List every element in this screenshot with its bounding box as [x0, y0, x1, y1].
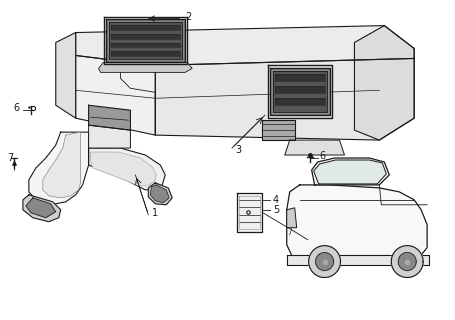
Polygon shape: [111, 34, 180, 38]
Polygon shape: [237, 193, 262, 232]
Polygon shape: [56, 33, 76, 118]
Polygon shape: [89, 148, 165, 190]
Polygon shape: [109, 22, 182, 60]
Polygon shape: [29, 132, 89, 205]
Polygon shape: [91, 152, 157, 186]
Polygon shape: [89, 125, 131, 148]
Polygon shape: [111, 52, 180, 56]
Text: 6: 6: [13, 103, 19, 113]
Polygon shape: [150, 185, 169, 203]
Polygon shape: [23, 195, 61, 222]
Polygon shape: [287, 208, 297, 228]
Polygon shape: [262, 120, 295, 140]
Polygon shape: [111, 25, 180, 29]
Polygon shape: [273, 71, 327, 112]
Polygon shape: [398, 252, 416, 270]
Polygon shape: [111, 43, 180, 47]
Polygon shape: [76, 26, 414, 65]
Polygon shape: [313, 160, 386, 184]
Polygon shape: [76, 55, 155, 135]
Polygon shape: [106, 19, 185, 62]
Polygon shape: [275, 98, 324, 105]
Polygon shape: [312, 158, 389, 185]
Polygon shape: [89, 105, 131, 130]
Text: 2: 2: [185, 12, 192, 22]
Text: 7: 7: [7, 153, 13, 163]
Text: 1: 1: [152, 208, 158, 218]
Polygon shape: [275, 86, 324, 93]
Polygon shape: [391, 246, 423, 277]
Polygon shape: [275, 74, 324, 81]
Polygon shape: [270, 68, 329, 115]
Polygon shape: [287, 185, 427, 265]
Polygon shape: [287, 255, 429, 265]
Text: 3: 3: [235, 145, 241, 155]
Polygon shape: [308, 246, 340, 277]
Text: 5: 5: [273, 205, 279, 215]
Polygon shape: [285, 140, 344, 155]
Text: 6: 6: [319, 151, 326, 161]
Polygon shape: [354, 26, 414, 140]
Polygon shape: [43, 132, 81, 198]
Polygon shape: [148, 183, 172, 205]
Polygon shape: [26, 198, 56, 218]
Polygon shape: [99, 62, 192, 72]
Text: 4: 4: [273, 195, 279, 205]
Polygon shape: [316, 252, 334, 270]
Polygon shape: [155, 59, 414, 140]
